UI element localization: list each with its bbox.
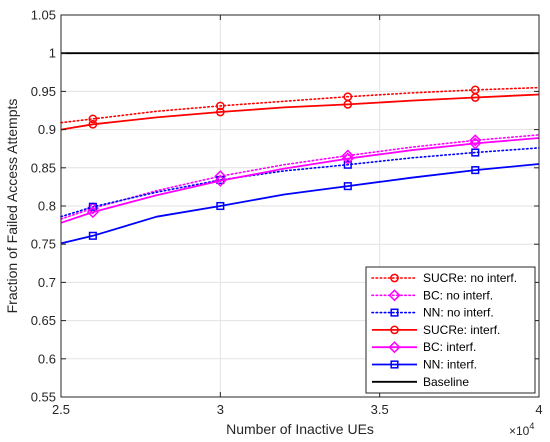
data-point-marker (343, 160, 352, 169)
y-tick-label: 0.85 (31, 160, 56, 175)
legend-marker (390, 325, 399, 335)
legend-entry-label: SUCRe: no interf. (423, 271, 517, 285)
data-point-marker (469, 134, 482, 147)
y-tick-label: 0.7 (38, 275, 56, 290)
data-point-marker (471, 166, 480, 175)
data-series (60, 52, 540, 245)
legend-marker (388, 341, 401, 354)
x-axis-multiplier: ×104 (509, 421, 534, 438)
y-axis-label: Fraction of Failed Access Attempts (4, 99, 20, 314)
data-point-marker (341, 149, 354, 162)
x-axis-multiplier-exponent: 4 (529, 421, 534, 431)
legend: SUCRe: no interf. BC: no interf. NN: no in… (365, 266, 536, 394)
data-point-marker (216, 201, 225, 211)
x-tick-label: 3 (217, 402, 224, 417)
data-point-marker (88, 114, 98, 124)
axis-ticks: 2.5 3 3.5 4 0.55 0.6 0.65 0.7 0.75 0.8 0.85 0.9 0.95… (31, 8, 543, 418)
series-4 (60, 137, 540, 224)
legend-entry-label: Baseline (423, 375, 469, 389)
data-point-marker (88, 119, 98, 129)
y-tick-label: 0.65 (31, 313, 56, 328)
legend-entry-label: NN: interf. (423, 358, 477, 372)
series-line (60, 147, 540, 218)
y-tick-label: 1.05 (31, 8, 56, 23)
y-tick-label: 0.6 (38, 351, 56, 366)
legend-entry-label: SUCRe: interf. (423, 323, 500, 337)
data-point-marker (88, 202, 97, 211)
y-tick-label: 1 (49, 46, 56, 61)
y-tick-label: 0.8 (38, 199, 56, 214)
y-tick-label: 0.75 (31, 237, 56, 252)
x-axis-label: Number of Inactive UEs (226, 421, 374, 437)
x-tick-label: 2.5 (52, 402, 70, 417)
series-line (60, 134, 540, 220)
y-tick-label: 0.55 (31, 390, 56, 405)
series-3 (60, 93, 540, 131)
series-line (60, 86, 540, 124)
data-point-marker (215, 101, 225, 111)
legend-marker (388, 289, 401, 302)
y-tick-label: 0.95 (31, 84, 56, 99)
y-tick-label: 0.9 (38, 122, 56, 137)
x-tick-label: 4 (535, 402, 542, 417)
x-tick-label: 3.5 (371, 402, 389, 417)
legend-entry-label: BC: no interf. (423, 288, 493, 302)
legend-marker (390, 360, 399, 369)
legend-entry-label: BC: interf. (423, 340, 476, 354)
data-point-marker (215, 107, 225, 117)
data-point-marker (341, 152, 354, 165)
series-line (60, 93, 540, 131)
data-point-marker (88, 231, 97, 240)
data-point-marker (86, 206, 99, 219)
data-point-marker (343, 182, 352, 191)
data-point-marker (343, 100, 353, 109)
legend-entry-label: NN: no interf. (423, 306, 494, 320)
legend-marker (390, 308, 399, 317)
series-5 (60, 163, 540, 245)
x-axis-multiplier-base: ×10 (509, 424, 530, 438)
series-line (60, 137, 540, 224)
data-point-marker (214, 174, 227, 187)
legend-marker (390, 273, 399, 283)
series-line (60, 163, 540, 245)
data-point-marker (469, 137, 482, 150)
data-point-marker (470, 93, 480, 102)
